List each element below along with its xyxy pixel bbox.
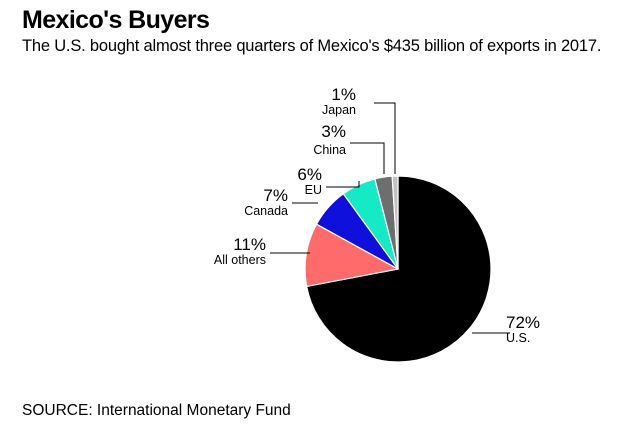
value-label-canada: 7% xyxy=(263,186,288,205)
category-label-japan: Japan xyxy=(322,103,356,117)
category-label-china: China xyxy=(313,143,346,157)
value-label-all-others: 11% xyxy=(233,235,266,254)
leader-line-china xyxy=(350,142,385,174)
value-label-eu: 6% xyxy=(297,165,322,184)
value-label-china: 3% xyxy=(321,122,346,141)
category-label-eu: EU xyxy=(305,183,322,197)
value-label-u-s: 72% xyxy=(506,313,540,332)
chart-subtitle: The U.S. bought almost three quarters of… xyxy=(22,37,602,55)
category-label-u-s: U.S. xyxy=(506,331,530,345)
leader-line-eu xyxy=(326,181,360,188)
source-note: SOURCE: International Monetary Fund xyxy=(22,402,291,419)
category-label-all-others: All others xyxy=(214,253,266,267)
category-label-canada: Canada xyxy=(244,204,288,218)
pie-chart: 72%U.S. 11%All others 7%Canada 6%EU 3% China 1… xyxy=(214,85,540,363)
value-label-japan: 1% xyxy=(331,85,356,104)
chart-title: Mexico's Buyers xyxy=(22,6,210,34)
pie-slice-japan xyxy=(391,175,399,270)
leader-line-japan xyxy=(374,102,396,174)
